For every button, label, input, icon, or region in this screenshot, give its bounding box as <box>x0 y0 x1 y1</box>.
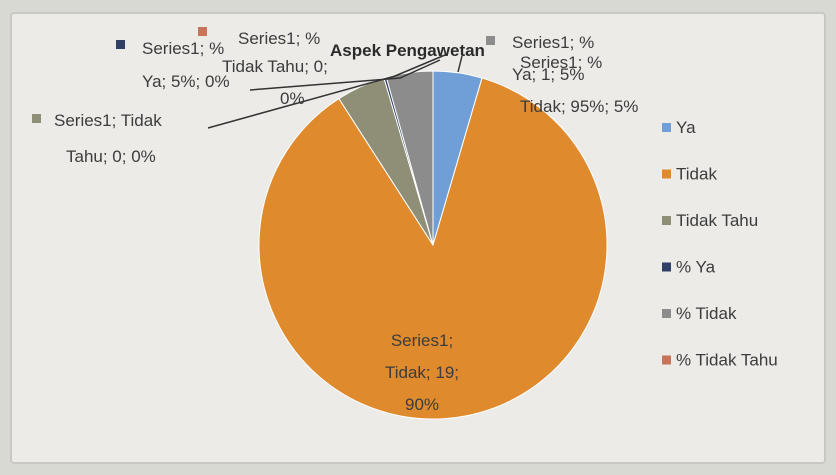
svg-text:Tahu; 0; 0%: Tahu; 0; 0% <box>66 147 156 166</box>
chart-title: Aspek Pengawetan <box>330 41 485 60</box>
svg-text:Tidak Tahu; 0;: Tidak Tahu; 0; <box>222 57 328 76</box>
svg-text:Series1; %: Series1; % <box>520 53 602 72</box>
legend-swatch <box>662 123 671 132</box>
pie-slice-tidak <box>385 70 434 246</box>
leader-line-ya <box>457 55 463 73</box>
pie-slice-tidak <box>258 77 608 420</box>
svg-text:Series1; %: Series1; % <box>142 39 224 58</box>
legend-swatch <box>662 309 671 318</box>
data-label-tidak-tahu: Series1; Tidak Tahu; 0; 0% <box>54 111 162 166</box>
svg-text:90%: 90% <box>405 395 439 414</box>
pie-slices <box>258 70 608 420</box>
svg-text:Tidak; 19;: Tidak; 19; <box>385 363 459 382</box>
legend-entry: Ya <box>676 118 696 137</box>
legend-swatch <box>662 262 671 272</box>
legend-entry: Tidak Tahu <box>676 211 758 230</box>
svg-text:Ya; 1; 5%: Ya; 1; 5% <box>512 65 584 84</box>
leader-line-pct-tidak-tahu <box>249 59 441 91</box>
data-label-pct-tidak: Series1; % Tidak; 95%; 5% <box>520 53 638 116</box>
data-label-tidak: Series1; Tidak; 19; 90% <box>385 331 459 414</box>
legend-entry: Tidak <box>676 165 717 184</box>
svg-text:Series1; %: Series1; % <box>238 29 320 48</box>
svg-text:0%: 0% <box>280 89 305 108</box>
svg-text:Tidak; 95%; 5%: Tidak; 95%; 5% <box>520 97 638 116</box>
svg-text:Series1;: Series1; <box>391 331 453 350</box>
legend-swatch <box>662 216 671 225</box>
legend-swatch <box>662 355 671 365</box>
data-label-pct-tidak-tahu: Series1; % Tidak Tahu; 0; 0% <box>222 29 328 108</box>
leader-lines <box>207 54 463 129</box>
legend-swatch <box>662 169 671 179</box>
data-label-pct-tidak-tahu-marker <box>198 27 207 36</box>
legend-entry: % Ya <box>676 258 716 277</box>
data-label-tidak-tahu-marker <box>32 114 41 123</box>
legend-entry: % Tidak <box>676 304 737 323</box>
data-label-pct-ya-marker <box>116 40 125 49</box>
leader-line-tidak-tahu <box>207 54 446 129</box>
svg-text:Ya; 5%; 0%: Ya; 5%; 0% <box>142 72 230 91</box>
legend-entry: % Tidak Tahu <box>676 351 778 370</box>
legend: Ya Tidak Tidak Tahu % Ya % Tidak % Tidak Tahu <box>662 118 778 370</box>
data-label-ya: Series1; % Ya; 1; 5% <box>512 33 594 84</box>
data-label-pct-ya: Series1; % Ya; 5%; 0% <box>142 39 230 91</box>
data-label-ya-marker <box>486 36 495 45</box>
svg-text:Series1; Tidak: Series1; Tidak <box>54 111 162 130</box>
svg-text:Series1; %: Series1; % <box>512 33 594 52</box>
